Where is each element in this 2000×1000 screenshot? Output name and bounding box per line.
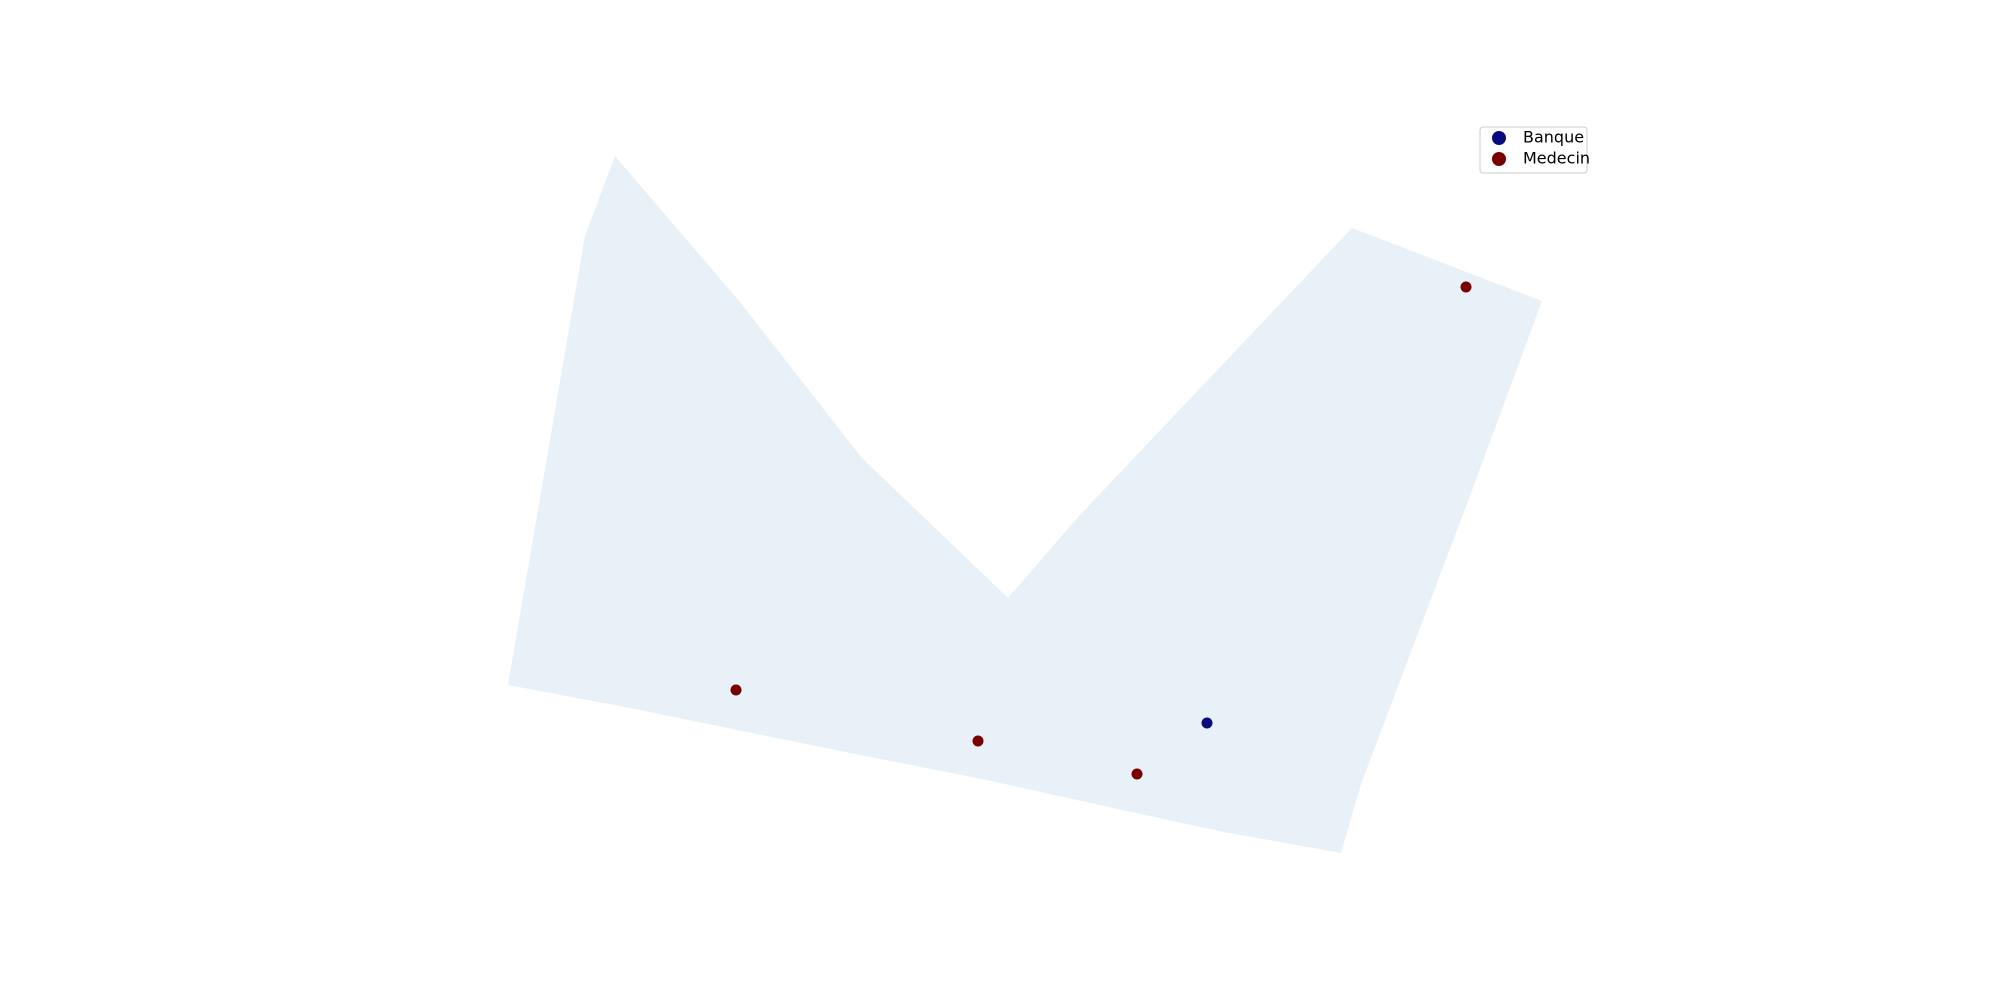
legend: Banque Medecin [1492,128,1590,168]
legend-box [1479,126,1588,174]
legend-label: Banque [1523,128,1584,147]
points [730,281,1472,780]
legend-label: Medecin [1523,149,1590,168]
region [508,156,1542,853]
poi-marker [1131,768,1143,780]
poi-marker [1460,281,1472,293]
poi-marker [730,684,742,696]
legend-marker [1492,131,1506,145]
poi-marker [972,735,984,747]
poi-marker [1201,717,1213,729]
legend-marker [1492,152,1506,166]
